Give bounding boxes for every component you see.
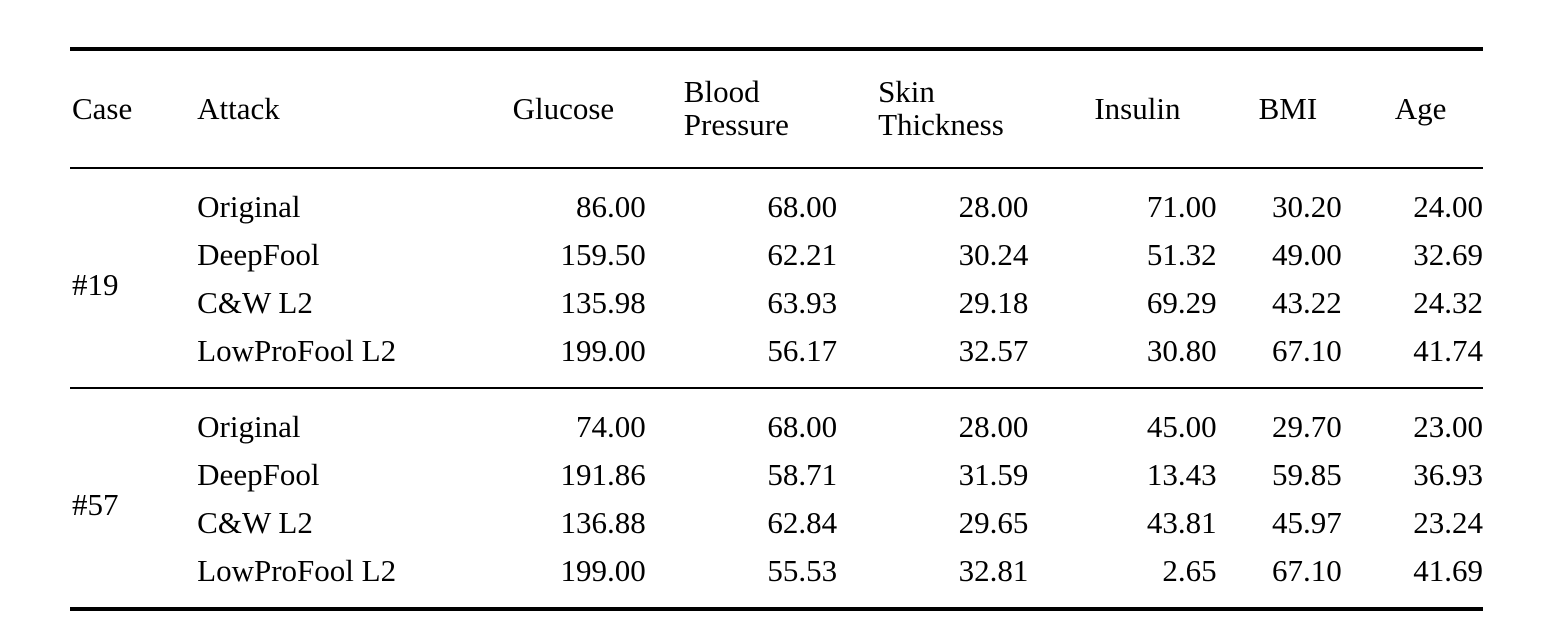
value-cell-insulin: 2.65: [1162, 552, 1217, 588]
value-cell-insulin: 43.81: [1146, 504, 1217, 540]
value-cell-blood-pressure: 55.53: [767, 552, 838, 588]
results-table: Case Attack Glucose Blood Pressure Skin …: [70, 47, 1483, 611]
table-row: LowProFool L2 199.00 55.53 32.81 2.65 67…: [70, 547, 1483, 609]
value-cell-blood-pressure: 68.00: [767, 188, 838, 224]
column-header-attack: Attack: [195, 49, 506, 169]
table-row: LowProFool L2 199.00 56.17 32.57 30.80 6…: [70, 327, 1483, 388]
case-group-57: #57 Original 74.00 68.00 28.00 45.00 29.…: [70, 388, 1483, 609]
value-cell-glucose: 159.50: [560, 236, 646, 272]
value-cell-skin-thickness: 29.18: [958, 284, 1029, 320]
value-cell-glucose: 199.00: [560, 332, 646, 368]
value-cell-skin-thickness: 28.00: [958, 408, 1029, 444]
attack-cell: DeepFool: [197, 236, 320, 272]
value-cell-age: 36.93: [1413, 456, 1483, 492]
value-cell-age: 23.00: [1413, 408, 1483, 444]
case-group-19: #19 Original 86.00 68.00 28.00 71.00 30.…: [70, 168, 1483, 388]
value-cell-glucose: 74.00: [576, 408, 646, 444]
table-header: Case Attack Glucose Blood Pressure Skin …: [70, 49, 1483, 169]
value-cell-glucose: 136.88: [560, 504, 646, 540]
value-cell-age: 24.00: [1413, 188, 1483, 224]
attack-cell: C&W L2: [197, 284, 313, 320]
value-cell-skin-thickness: 30.24: [958, 236, 1029, 272]
value-cell-bmi: 67.10: [1272, 332, 1342, 368]
value-cell-insulin: 51.32: [1146, 236, 1217, 272]
value-cell-bmi: 59.85: [1272, 456, 1342, 492]
value-cell-insulin: 13.43: [1146, 456, 1217, 492]
attack-cell: DeepFool: [197, 456, 320, 492]
table-row: C&W L2 135.98 63.93 29.18 69.29 43.22 24…: [70, 279, 1483, 327]
value-cell-glucose: 86.00: [576, 188, 646, 224]
value-cell-age: 41.69: [1413, 552, 1483, 588]
value-cell-glucose: 191.86: [560, 456, 646, 492]
column-header-glucose: Glucose: [505, 49, 646, 169]
value-cell-bmi: 43.22: [1272, 284, 1342, 320]
value-cell-bmi: 29.70: [1272, 408, 1342, 444]
value-cell-bmi: 49.00: [1272, 236, 1342, 272]
table-row: #57 Original 74.00 68.00 28.00 45.00 29.…: [70, 388, 1483, 521]
value-cell-skin-thickness: 32.57: [958, 332, 1029, 368]
attack-cell: Original: [197, 188, 301, 224]
column-header-bmi: BMI: [1216, 49, 1342, 169]
value-cell-insulin: 69.29: [1146, 284, 1217, 320]
value-cell-insulin: 45.00: [1146, 408, 1217, 444]
value-cell-bmi: 30.20: [1272, 188, 1342, 224]
value-cell-age: 23.24: [1413, 504, 1483, 540]
value-cell-blood-pressure: 68.00: [767, 408, 838, 444]
value-cell-blood-pressure: 56.17: [767, 332, 838, 368]
attack-cell: C&W L2: [197, 504, 313, 540]
case-label: #57: [72, 486, 119, 522]
value-cell-age: 32.69: [1413, 236, 1483, 272]
case-label: #19: [72, 266, 119, 302]
column-header-blood-pressure: Blood Pressure: [645, 49, 838, 169]
value-cell-skin-thickness: 32.81: [958, 552, 1029, 588]
value-cell-skin-thickness: 29.65: [958, 504, 1029, 540]
value-cell-insulin: 71.00: [1146, 188, 1217, 224]
value-cell-age: 41.74: [1413, 332, 1483, 368]
attack-cell: LowProFool L2: [197, 552, 397, 588]
column-header-insulin: Insulin: [1042, 49, 1217, 169]
attack-cell: LowProFool L2: [197, 332, 397, 368]
value-cell-skin-thickness: 31.59: [958, 456, 1029, 492]
header-row: Case Attack Glucose Blood Pressure Skin …: [70, 49, 1483, 169]
table-row: DeepFool 191.86 58.71 31.59 13.43 59.85 …: [70, 451, 1483, 499]
value-cell-insulin: 30.80: [1146, 332, 1217, 368]
value-cell-blood-pressure: 58.71: [767, 456, 838, 492]
value-cell-age: 24.32: [1413, 284, 1483, 320]
column-header-skin-thickness: Skin Thickness: [837, 49, 1043, 169]
column-header-case: Case: [70, 49, 196, 169]
value-cell-glucose: 199.00: [560, 552, 646, 588]
value-cell-blood-pressure: 63.93: [767, 284, 838, 320]
value-cell-bmi: 67.10: [1272, 552, 1342, 588]
value-cell-bmi: 45.97: [1272, 504, 1342, 540]
attack-cell: Original: [197, 408, 301, 444]
value-cell-glucose: 135.98: [560, 284, 646, 320]
table-row: #19 Original 86.00 68.00 28.00 71.00 30.…: [70, 168, 1483, 301]
table-row: DeepFool 159.50 62.21 30.24 51.32 49.00 …: [70, 231, 1483, 279]
value-cell-blood-pressure: 62.21: [767, 236, 838, 272]
value-cell-skin-thickness: 28.00: [958, 188, 1029, 224]
value-cell-blood-pressure: 62.84: [767, 504, 838, 540]
column-header-age: Age: [1341, 49, 1483, 169]
table-row: C&W L2 136.88 62.84 29.65 43.81 45.97 23…: [70, 499, 1483, 547]
